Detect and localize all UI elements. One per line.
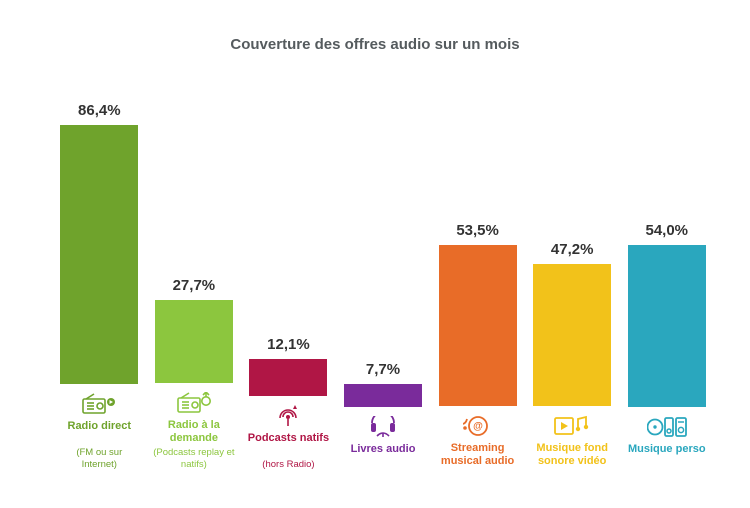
category-label: Musique perso [628,443,706,469]
bar-wrap: 86,4% [58,84,141,384]
radio-direct-icon [82,392,116,416]
category-sublabel: (FM ou sur Internet) [58,447,141,470]
bar-chart: 86,4% Radio direct(FM ou sur Internet)27… [58,78,708,470]
video-music-icon [554,414,590,438]
category-sublabel: (Podcasts replay et natifs) [153,447,236,470]
bar-wrap: 54,0% [625,107,708,407]
chart-column: 54,0% Musique perso [625,107,708,470]
bar-wrap: 7,7% [342,107,425,407]
bar-value-label: 54,0% [645,222,688,239]
chart-title: Couverture des offres audio sur un mois [0,36,750,53]
chart-column: 86,4% Radio direct(FM ou sur Internet) [58,84,141,470]
category-label: Radio à la demande [153,419,236,447]
bar-value-label: 12,1% [267,336,310,353]
bar-value-label: 53,5% [456,222,499,239]
bar-wrap: 47,2% [531,106,614,406]
bar [60,125,138,384]
category-sublabel: (hors Radio) [262,459,314,470]
category-label: Radio direct [68,420,132,446]
chart-column: 27,7% Radio à la demande(Podcasts replay… [153,83,236,470]
musique-perso-icon [647,415,687,439]
radio-demande-icon [177,391,211,415]
bar-value-label: 86,4% [78,102,121,119]
bar-value-label: 27,7% [173,277,216,294]
bar-value-label: 7,7% [366,361,400,378]
svg-text:@: @ [473,421,483,432]
bar-wrap: 27,7% [153,83,236,383]
bar [155,300,233,383]
chart-column: 7,7% Livres audio [342,107,425,470]
category-label: Streaming musical audio [436,442,519,470]
podcast-icon [275,404,301,428]
streaming-icon: @ [463,414,493,438]
chart-column: 12,1% Podcasts natifs(hors Radio) [247,96,330,470]
category-label: Musique fond sonore vidéo [531,442,614,470]
chart-column: 53,5% @ Streaming musical audio [436,106,519,471]
bar-wrap: 53,5% [436,106,519,406]
bar [439,245,517,406]
bar [249,359,327,395]
category-label: Livres audio [351,443,416,469]
bar [628,245,706,407]
chart-column: 47,2% Musique fond sonore vidéo [531,106,614,471]
audiobook-icon [369,415,397,439]
bar-wrap: 12,1% [247,96,330,396]
bar-value-label: 47,2% [551,241,594,258]
bar [533,264,611,406]
category-label: Podcasts natifs [248,432,329,458]
bar [344,384,422,407]
